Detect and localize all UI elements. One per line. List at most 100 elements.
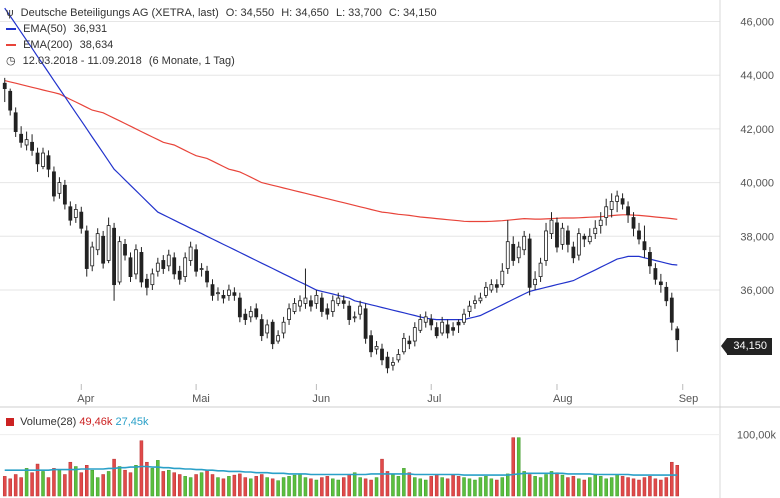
volume-bar — [19, 477, 23, 497]
candle-body — [494, 284, 499, 288]
candle-body — [227, 289, 231, 296]
volume-bar — [177, 474, 182, 497]
volume-bar — [522, 471, 526, 497]
volume-bar — [101, 474, 105, 497]
ema200-label: EMA(200) — [23, 39, 73, 51]
volume-bar — [637, 479, 641, 497]
volume-bar — [402, 468, 406, 497]
candle — [511, 236, 516, 266]
volume-icon — [6, 418, 14, 427]
candle-body — [658, 281, 663, 286]
candle-body — [265, 324, 270, 334]
candle-body — [128, 257, 133, 277]
candle-body — [101, 235, 106, 264]
candle — [576, 228, 581, 261]
volume-bar — [13, 474, 18, 497]
candle — [587, 228, 592, 245]
candle-body — [648, 252, 652, 267]
candle-body — [232, 292, 237, 296]
candle — [95, 228, 100, 256]
candle — [188, 241, 193, 266]
volume-bar — [90, 469, 94, 497]
candle-body — [576, 233, 581, 256]
candle — [658, 273, 663, 293]
candle — [254, 303, 259, 320]
candle — [161, 255, 166, 274]
volume-bar — [265, 477, 269, 497]
candle — [227, 284, 231, 301]
candle-body — [407, 340, 412, 345]
volume-bar — [238, 473, 242, 497]
candle-body — [237, 297, 242, 318]
volume-bar — [593, 474, 598, 497]
candle — [19, 126, 24, 148]
volume-bar — [161, 471, 166, 497]
volume-bar — [434, 474, 439, 497]
legend-ema50[interactable]: EMA(50) 36,931 — [6, 22, 111, 36]
candle — [609, 193, 614, 218]
candle-body — [281, 321, 286, 334]
legend-range: ◷ 12.03.2018 - 11.09.2018 (6 Monate, 1 T… — [6, 54, 239, 68]
volume-bar — [495, 479, 499, 497]
volume-bars — [2, 437, 680, 497]
candle-body — [161, 260, 166, 269]
volume-bar — [270, 478, 275, 497]
candle-body — [620, 198, 625, 205]
candle — [626, 201, 630, 223]
candle-body — [19, 133, 24, 143]
candle-body — [456, 321, 461, 326]
legend-ema200[interactable]: EMA(200) 38,634 — [6, 38, 117, 52]
candle-body — [13, 112, 18, 132]
candle — [314, 290, 319, 309]
volume-bar — [500, 477, 505, 497]
volume-bar — [156, 460, 160, 497]
candle — [205, 265, 209, 288]
volume-bar — [52, 468, 56, 497]
candle — [112, 222, 116, 301]
volume-bar — [380, 458, 384, 497]
candle-body — [434, 327, 439, 337]
candle — [456, 319, 461, 333]
candle — [199, 263, 204, 277]
volume-bar — [456, 476, 461, 497]
high-value: H: 34,650 — [281, 7, 329, 19]
candle-body — [593, 227, 598, 235]
candle — [341, 295, 346, 309]
ema50-swatch — [6, 28, 16, 31]
instrument-name: Deutsche Beteiligungs AG (XETRA, last) — [20, 7, 219, 19]
candle-body — [90, 246, 95, 267]
candle-body — [298, 300, 302, 307]
candle-body — [62, 184, 67, 205]
candle-body — [188, 246, 193, 261]
candle — [407, 335, 412, 350]
candle-body — [254, 308, 259, 318]
candle-body — [309, 300, 313, 307]
volume-bar — [57, 469, 62, 497]
candle-body — [505, 241, 510, 269]
header-row: ѱ Deutsche Beteiligungs AG (XETRA, last)… — [6, 6, 441, 20]
candle-body — [538, 262, 543, 277]
volume-bar — [626, 477, 630, 497]
candle — [298, 295, 302, 312]
candle-body — [8, 90, 13, 111]
volume-bar — [648, 476, 652, 497]
candle — [309, 295, 313, 312]
candlesticks — [2, 77, 680, 374]
candle-body — [675, 328, 680, 341]
candle-body — [314, 294, 319, 304]
volume-bar — [205, 469, 209, 497]
open-value: O: 34,550 — [225, 7, 275, 19]
price-tick-label: 38,000 — [740, 231, 774, 243]
candle — [664, 281, 669, 307]
candle — [347, 300, 352, 325]
candle-body — [303, 297, 308, 304]
volume-bar — [24, 468, 29, 497]
candle-body — [46, 155, 51, 170]
candle — [150, 268, 155, 291]
volume-bar — [79, 472, 84, 497]
volume-value-2: 27,45k — [115, 416, 149, 428]
candle-body — [440, 321, 445, 334]
volume-bar — [188, 477, 193, 497]
candle-body — [522, 235, 527, 251]
